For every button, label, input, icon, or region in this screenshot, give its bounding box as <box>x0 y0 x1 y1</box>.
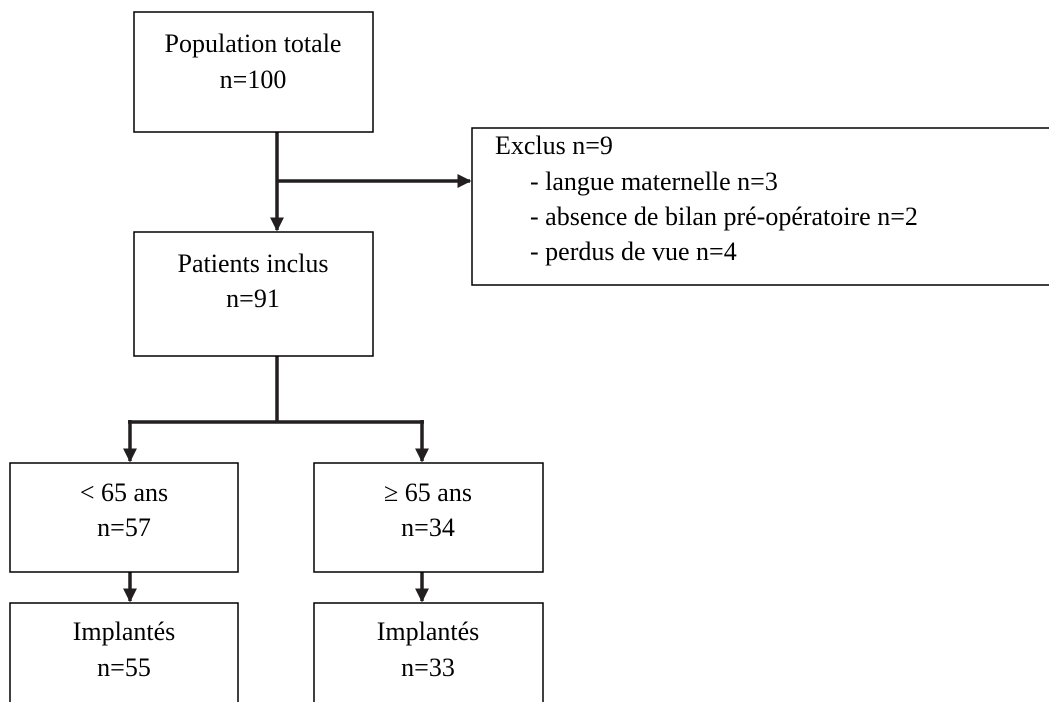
node-box <box>9 602 239 702</box>
node-box <box>313 602 544 702</box>
node-box <box>313 462 544 573</box>
node-label: Implantés <box>73 617 176 646</box>
excluded-item: - langue maternelle n=3 <box>530 167 778 196</box>
excluded-item: - perdus de vue n=4 <box>530 237 737 266</box>
node-label: n=34 <box>401 513 455 542</box>
node-box <box>133 11 374 133</box>
node-box <box>9 462 239 573</box>
excluded-title: Exclus n=9 <box>495 131 613 160</box>
node-label: < 65 ans <box>80 478 168 507</box>
node-label: n=33 <box>401 653 455 682</box>
node-label: n=100 <box>220 65 287 94</box>
node-label: Implantés <box>377 617 480 646</box>
node-label: ≥ 65 ans <box>384 478 472 507</box>
node-label: Patients inclus <box>178 249 329 278</box>
node-label: n=91 <box>226 284 280 313</box>
excluded-item: - absence de bilan pré-opératoire n=2 <box>530 202 918 231</box>
excluded-box <box>471 127 1049 286</box>
node-label: n=57 <box>97 513 151 542</box>
node-label: Population totale <box>165 29 342 58</box>
node-box <box>133 231 374 357</box>
node-label: n=55 <box>97 653 151 682</box>
